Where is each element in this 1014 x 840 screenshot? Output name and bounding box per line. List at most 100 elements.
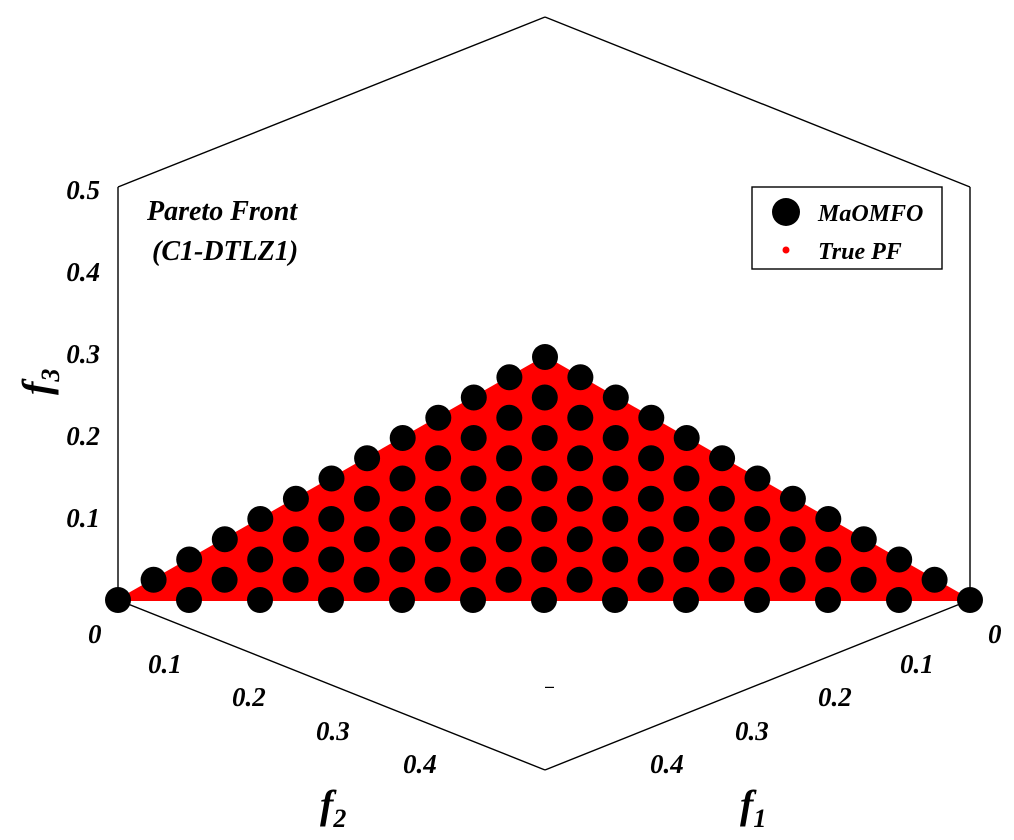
axis-label-f2-letter: f [320,782,337,827]
tick-label-f1: 0.3 [735,716,769,746]
data-point-maomfo [496,445,523,472]
data-point-maomfo [531,384,558,411]
tick-label-f3: 0.2 [66,421,100,451]
legend-label-maomfo: MaOMFO [817,201,923,227]
tick-label-f1: 0 [988,619,1002,649]
data-point-maomfo [460,506,487,532]
axis-label-f2: f2 [320,782,346,833]
box-edge-top-left [117,16,546,188]
data-point-maomfo [211,526,238,553]
data-point-maomfo [460,546,487,573]
data-point-maomfo [744,546,771,573]
axis-label-f1-letter: f [740,782,757,827]
tick-label-f2: 0 [88,619,102,649]
data-point-maomfo [602,506,629,532]
axis-label-f3: f3 [14,369,65,395]
data-point-maomfo [318,465,345,492]
data-point-maomfo [673,506,700,532]
data-point-maomfo [709,445,736,472]
data-point-maomfo [389,465,416,492]
tick-label-f3: 0.5 [66,175,100,205]
data-point-maomfo [425,445,452,472]
data-point-maomfo [886,587,912,613]
data-point-maomfo [282,485,309,512]
data-point-maomfo [957,587,983,613]
data-point-maomfo [673,425,700,451]
data-point-maomfo [815,506,842,532]
data-point-maomfo [850,526,877,553]
tick-label-f1: 0.1 [900,649,934,679]
chart-subtitle: (C1-DTLZ1) [152,236,298,267]
axis-box [117,16,971,771]
axis-line-f2 [117,599,546,771]
tick-label-f2: 0.1 [148,649,182,679]
data-point-maomfo [532,344,558,370]
data-point-maomfo [460,587,486,613]
data-point-maomfo [886,546,913,573]
data-point-maomfo [460,465,487,492]
maomfo-markers [105,344,983,613]
data-point-maomfo [389,546,416,573]
data-point-maomfo [247,506,274,532]
data-point-maomfo [531,546,558,573]
data-point-maomfo [389,587,415,613]
tick-labels-f1: 0 0.1 0.2 0.3 0.4 [650,619,1002,779]
data-point-maomfo [318,587,344,613]
data-point-maomfo [353,566,380,593]
axis-label-f3-subscript: 3 [36,369,65,383]
data-point-maomfo [566,526,593,553]
legend-label-true-pf: True PF [818,239,902,265]
data-point-maomfo [602,465,629,492]
data-point-maomfo [673,546,700,573]
data-point-maomfo [708,485,735,512]
legend: MaOMFO True PF [751,186,943,270]
axis-label-f1: f1 [740,782,766,833]
data-point-maomfo [496,404,523,431]
tick-label-f2: 0.4 [403,749,437,779]
data-point-maomfo [708,566,735,593]
data-point-maomfo [176,546,203,573]
data-point-maomfo [424,526,451,553]
tick-labels-f3: 0.1 0.2 0.3 0.4 0.5 [66,175,100,533]
data-point-maomfo [460,425,487,451]
box-edge-top-right [544,16,971,188]
data-point-maomfo [602,546,629,573]
data-point-maomfo [815,587,841,613]
chart-title: Pareto Front [146,196,298,227]
axis-label-f1-subscript: 1 [753,804,766,833]
data-point-maomfo [318,506,345,532]
legend-marker-true-pf [782,246,790,254]
data-point-maomfo [602,425,629,451]
tick-label-f2: 0.3 [316,716,350,746]
data-point-maomfo [247,587,273,613]
data-point-maomfo [567,364,594,391]
data-point-maomfo [282,566,309,593]
data-point-maomfo [566,566,593,593]
data-point-maomfo [140,566,167,593]
data-point-maomfo [425,404,452,431]
axis-label-f3-letter: f [14,378,59,395]
data-point-maomfo [531,506,558,532]
tick-label-f3: 0.4 [66,257,100,287]
data-point-maomfo [389,506,416,532]
data-point-maomfo [495,566,522,593]
data-point-maomfo [815,546,842,573]
data-point-maomfo [495,526,522,553]
data-point-maomfo [637,526,664,553]
data-point-maomfo [247,546,274,573]
data-point-maomfo [496,364,523,391]
data-point-maomfo [531,465,558,492]
data-point-maomfo [211,566,238,593]
legend-marker-maomfo [772,198,800,226]
data-point-maomfo [637,485,664,512]
data-point-maomfo [602,587,628,613]
tick-label-f1: 0.4 [650,749,684,779]
tick-label-f3: 0.1 [66,503,100,533]
data-point-maomfo [282,526,309,553]
data-point-maomfo [744,465,771,492]
data-point-maomfo [637,566,664,593]
data-point-maomfo [531,425,558,451]
data-point-maomfo [424,566,451,593]
tick-label-f2: 0.2 [232,682,266,712]
